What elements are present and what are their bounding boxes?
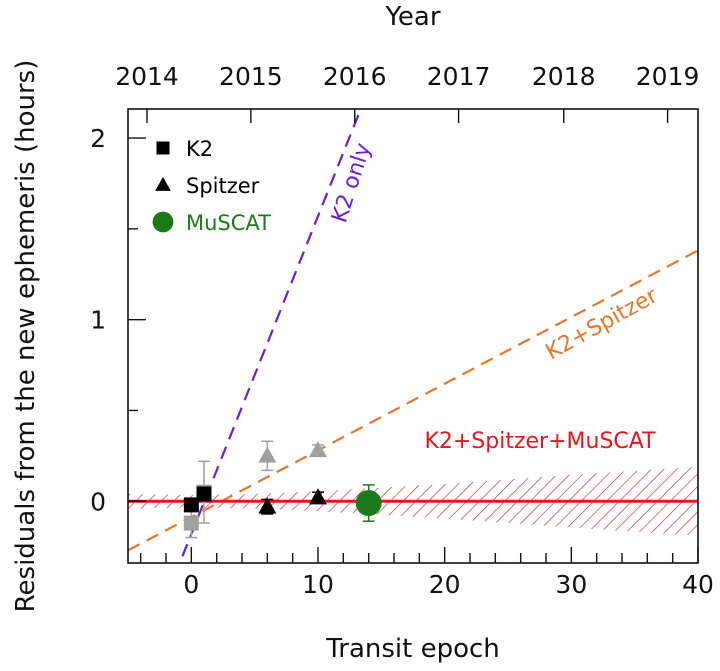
top-tick-label: 2016 bbox=[323, 62, 387, 91]
x-tick-label: 40 bbox=[682, 570, 714, 599]
data-point bbox=[309, 441, 327, 458]
top-tick-label: 2018 bbox=[532, 62, 596, 91]
data-point bbox=[196, 486, 212, 502]
top-tick-label: 2019 bbox=[636, 62, 700, 91]
data-point bbox=[258, 497, 277, 515]
top-tick-label: 2014 bbox=[115, 62, 179, 91]
legend-label: Spitzer bbox=[186, 174, 260, 198]
square-marker bbox=[156, 141, 170, 155]
legend-label: K2 bbox=[186, 137, 213, 161]
plot-frame bbox=[127, 108, 699, 564]
x-tick-label: 0 bbox=[183, 570, 199, 599]
y-axis-title: Residuals from the new ephemeris (hours) bbox=[11, 60, 41, 613]
square-marker bbox=[183, 497, 199, 513]
y-tick-label: 1 bbox=[90, 306, 106, 335]
data-point bbox=[183, 497, 199, 513]
y-tick-label: 0 bbox=[90, 487, 106, 516]
data-point bbox=[309, 488, 327, 505]
triangle-marker bbox=[309, 441, 327, 458]
triangle-marker bbox=[155, 176, 171, 191]
data-point bbox=[355, 484, 382, 522]
square-marker bbox=[196, 486, 212, 502]
line-label: K2 only bbox=[327, 140, 376, 226]
line-label: K2+Spitzer+MuSCAT bbox=[424, 429, 656, 454]
top-axis-title: Year bbox=[384, 2, 440, 32]
legend-label: MuSCAT bbox=[186, 211, 271, 235]
data-point bbox=[258, 440, 277, 472]
circle-marker bbox=[152, 211, 174, 233]
x-axis-title: Transit epoch bbox=[325, 634, 500, 664]
data-point bbox=[183, 507, 199, 539]
legend: K2 Spitzer MuSCAT bbox=[152, 137, 271, 235]
top-tick-label: 2015 bbox=[219, 62, 283, 91]
square-marker bbox=[183, 515, 199, 531]
triangle-marker bbox=[309, 488, 327, 505]
x-tick-label: 30 bbox=[555, 570, 587, 599]
x-tick-label: 20 bbox=[429, 570, 461, 599]
ephemeris-line-0 bbox=[178, 109, 362, 563]
y-tick-label: 2 bbox=[90, 124, 106, 153]
circle-marker bbox=[355, 490, 382, 517]
top-tick-label: 2017 bbox=[427, 62, 491, 91]
triangle-marker bbox=[258, 497, 277, 514]
x-tick-label: 10 bbox=[302, 570, 334, 599]
triangle-marker bbox=[258, 446, 277, 463]
